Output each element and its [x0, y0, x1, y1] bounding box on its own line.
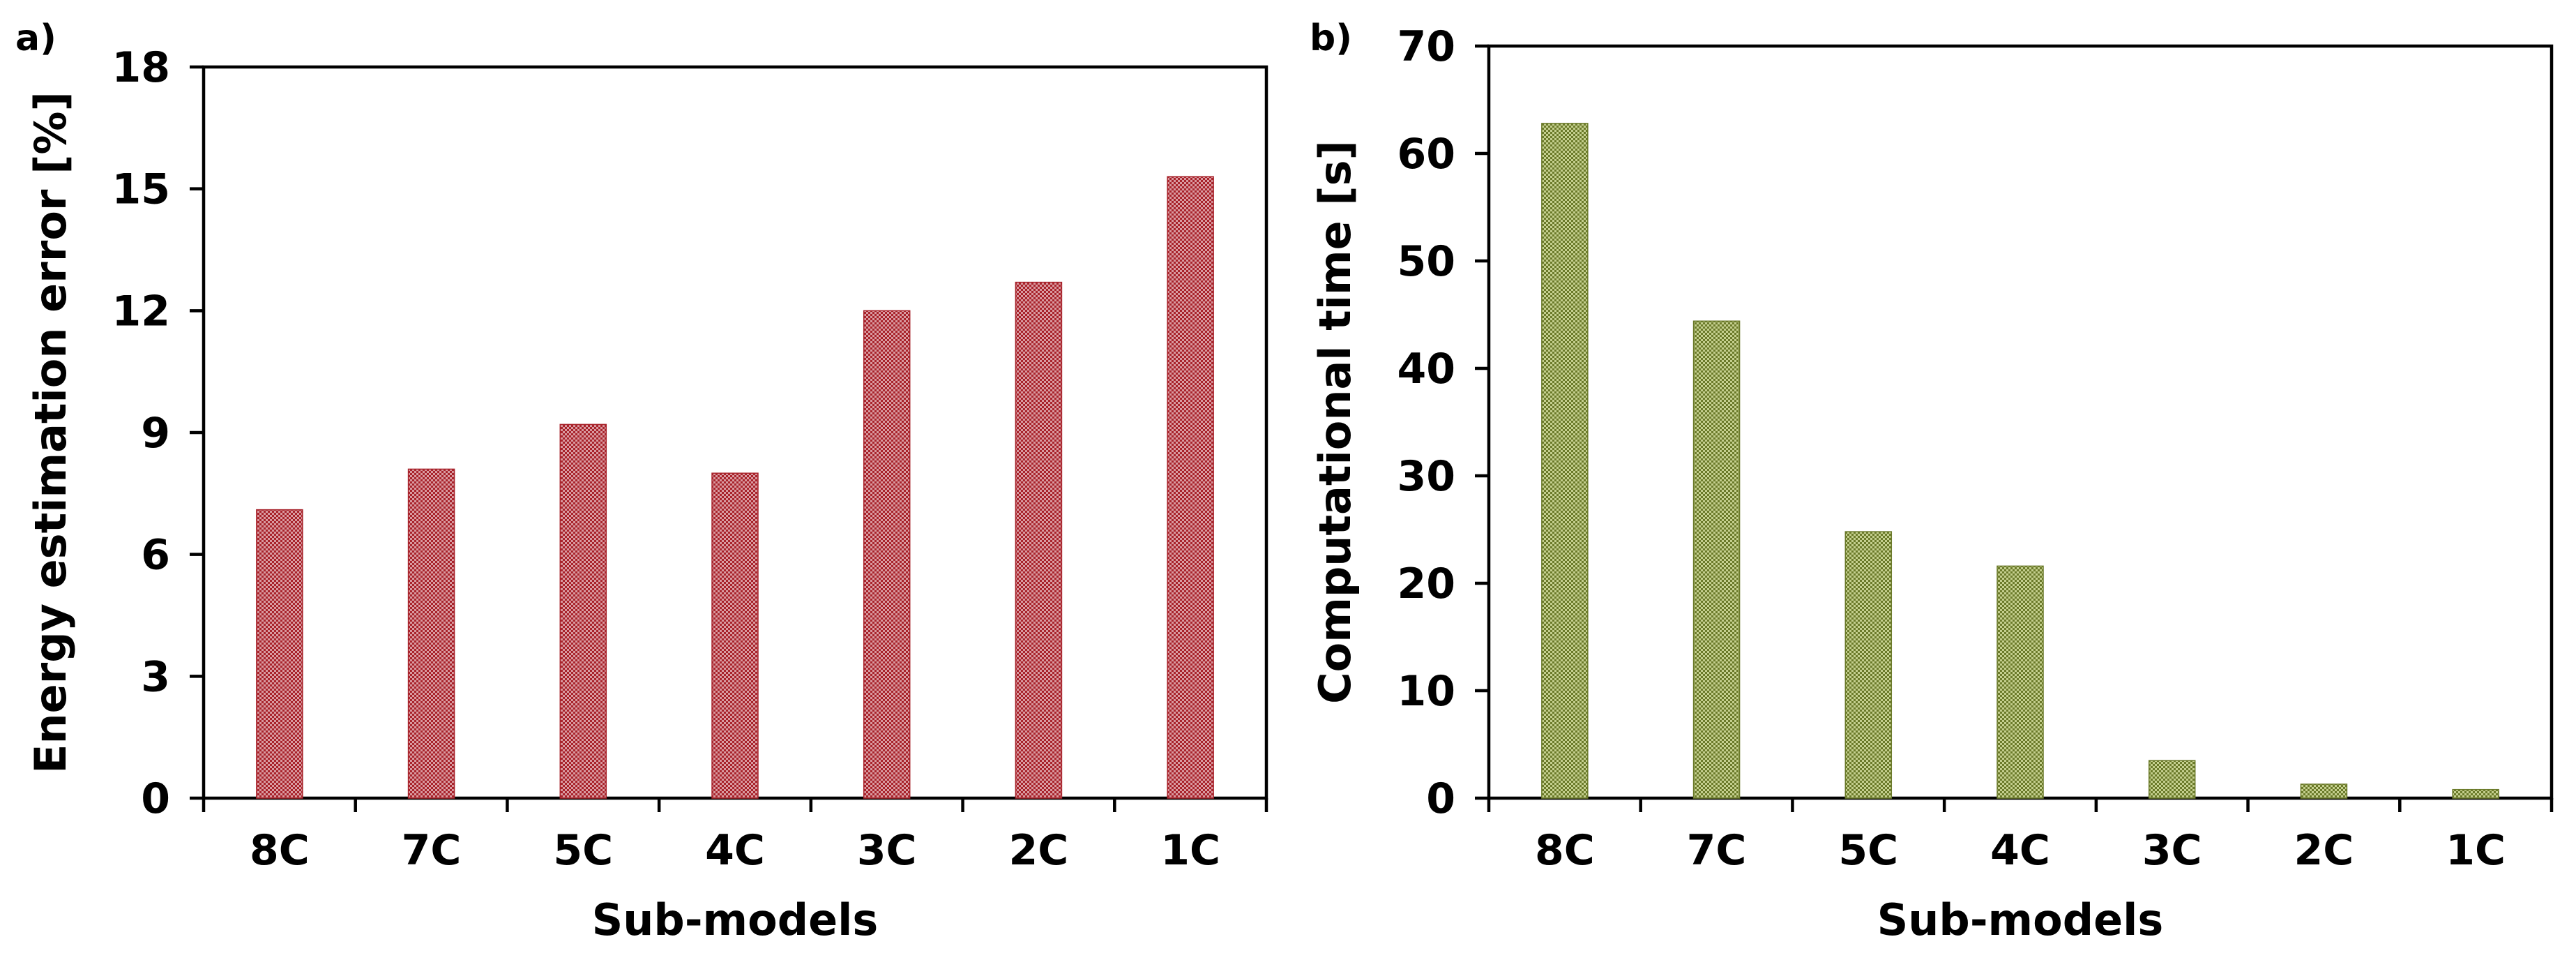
y-tick-label-a-4: 12	[112, 287, 171, 336]
bar-a-7C	[407, 468, 455, 799]
x-tick-label-b-4C: 4C	[1990, 826, 2050, 875]
x-axis-label-a: Sub-models	[592, 894, 879, 945]
y-tick-label-a-6: 18	[112, 43, 171, 92]
bar-a-8C	[256, 509, 303, 799]
x-tick-label-a-5C: 5C	[553, 826, 613, 875]
y-tick-label-b-0: 0	[1426, 774, 1455, 823]
x-tick-label-b-1C: 1C	[2446, 826, 2506, 875]
y-tick-label-a-2: 6	[141, 531, 170, 580]
bar-a-2C	[1015, 281, 1063, 799]
y-tick-label-a-3: 9	[141, 409, 170, 458]
bar-b-2C	[2300, 783, 2348, 799]
panel-label-b: b)	[1310, 17, 1352, 59]
y-tick-label-a-1: 3	[141, 652, 170, 701]
chart-b: b) Computational time [s] Sub-models 0 10…	[1310, 17, 2554, 945]
y-tick-label-b-7: 70	[1397, 22, 1456, 71]
x-tick-label-b-7C: 7C	[1687, 826, 1747, 875]
bar-b-5C	[1844, 531, 1893, 799]
y-tick-label-b-1: 10	[1397, 667, 1456, 716]
y-tick-label-b-6: 60	[1397, 130, 1456, 179]
y-tick-label-a-0: 0	[141, 774, 170, 823]
bar-b-8C	[1541, 123, 1589, 799]
bar-b-3C	[2148, 760, 2196, 799]
x-tick-label-a-1C: 1C	[1160, 826, 1220, 875]
y-tick-label-a-5: 15	[112, 165, 171, 214]
bar-a-3C	[863, 310, 911, 799]
bar-b-7C	[1692, 320, 1741, 799]
x-axis-label-b: Sub-models	[1877, 894, 2164, 945]
bar-a-5C	[559, 423, 607, 799]
y-tick-label-b-4: 40	[1397, 345, 1456, 393]
bar-a-4C	[711, 472, 759, 799]
chart-a: a) Energy estimation error [%] Sub-model…	[15, 17, 1268, 945]
x-tick-label-b-3C: 3C	[2142, 826, 2202, 875]
x-tick-label-b-2C: 2C	[2294, 826, 2354, 875]
bar-b-4C	[1997, 565, 2044, 799]
x-tick-label-b-8C: 8C	[1535, 826, 1595, 875]
y-axis-label-b: Computational time [s]	[1310, 140, 1361, 704]
x-tick-label-a-8C: 8C	[250, 826, 310, 875]
bar-b-1C	[2452, 788, 2499, 799]
bar-a-1C	[1167, 176, 1214, 799]
x-tick-label-a-7C: 7C	[402, 826, 462, 875]
y-tick-label-b-5: 50	[1397, 237, 1456, 286]
x-tick-label-a-4C: 4C	[705, 826, 765, 875]
y-tick-label-b-2: 20	[1397, 560, 1456, 608]
x-tick-label-a-2C: 2C	[1009, 826, 1069, 875]
x-tick-label-a-3C: 3C	[857, 826, 917, 875]
panel-label-a: a)	[15, 17, 56, 59]
y-tick-label-b-3: 30	[1397, 452, 1456, 501]
y-axis-label-a: Energy estimation error [%]	[25, 91, 76, 774]
x-tick-label-b-5C: 5C	[1838, 826, 1898, 875]
